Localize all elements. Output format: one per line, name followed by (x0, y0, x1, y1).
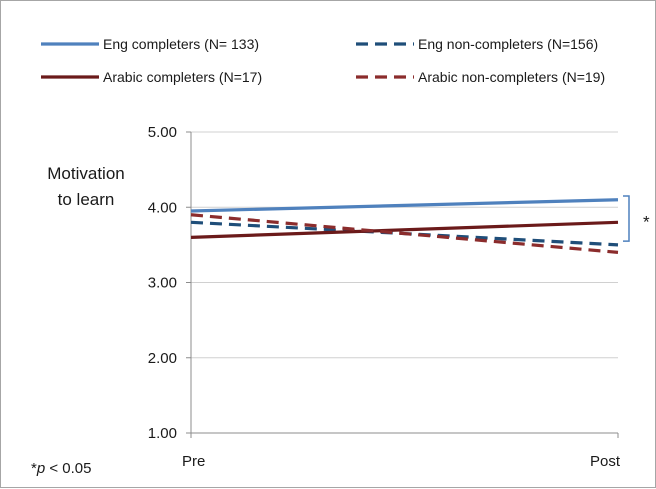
y-tick-label: 2.00 (148, 350, 177, 367)
y-axis-label-line1: Motivation (47, 164, 124, 183)
gridlines (191, 131, 618, 359)
legend-label: Eng non-completers (N=156) (418, 36, 598, 52)
legend-label: Arabic non-completers (N=19) (418, 69, 605, 85)
series-line (190, 220, 619, 239)
series-line (190, 198, 619, 213)
significance-star: * (643, 213, 650, 232)
footnote-rest: < 0.05 (45, 460, 91, 477)
significance-annotation: * (623, 195, 650, 242)
significance-bracket (623, 195, 630, 242)
legend-label: Arabic completers (N=17) (103, 69, 262, 85)
y-tick-label: 1.00 (148, 425, 177, 442)
legend: Eng completers (N= 133) Eng non-completer… (41, 36, 605, 85)
footnote-star: * (31, 460, 37, 477)
footnote-p: p (36, 460, 45, 477)
legend-label: Eng completers (N= 133) (103, 36, 259, 52)
y-axis-label-line2: to learn (58, 190, 115, 209)
series-lines (190, 198, 619, 254)
x-category-label: Post (590, 453, 621, 470)
y-tick-label: 3.00 (148, 275, 177, 292)
y-tick-label: 5.00 (148, 124, 177, 141)
axes: 1.00 2.00 3.00 4.00 5.00 Pre Post (148, 124, 621, 470)
p-value-footnote: *p < 0.05 (31, 460, 91, 477)
x-category-label: Pre (182, 453, 205, 470)
series-line (190, 213, 619, 254)
y-tick-label: 4.00 (148, 199, 177, 216)
